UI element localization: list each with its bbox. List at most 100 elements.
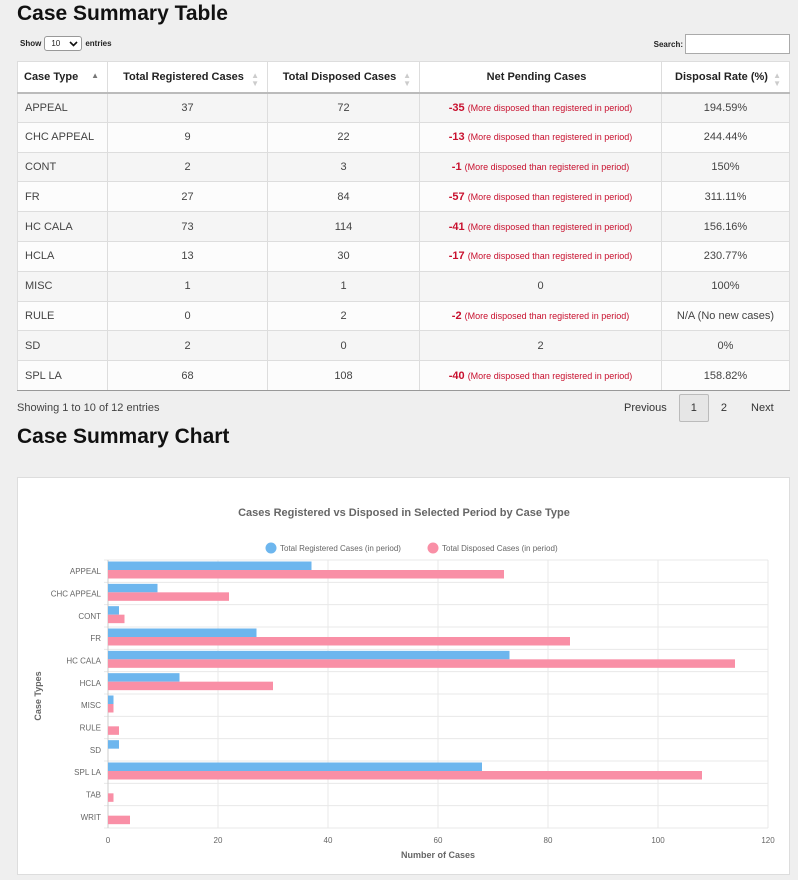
column-header-case-type[interactable]: Case Type ▲ bbox=[17, 61, 108, 94]
entries-select[interactable]: 10 bbox=[44, 36, 83, 51]
table-row: MISC 1 1 0 100% bbox=[17, 270, 790, 302]
cell-disposed: 30 bbox=[267, 240, 420, 272]
y-tick-label: CHC APPEAL bbox=[51, 590, 102, 599]
pagination-next[interactable]: Next bbox=[751, 402, 774, 414]
bar-registered-sd[interactable] bbox=[108, 740, 119, 749]
cell-registered: 27 bbox=[107, 181, 268, 213]
bar-disposed-appeal[interactable] bbox=[108, 570, 504, 579]
cell-case-type: SD bbox=[17, 330, 108, 362]
cell-pending: 0 bbox=[419, 270, 662, 302]
bar-registered-spl-la[interactable] bbox=[108, 762, 482, 772]
search-label: Search: bbox=[653, 39, 683, 49]
pending-note: (More disposed than registered in period… bbox=[464, 161, 630, 172]
y-axis-title: Case Types bbox=[33, 671, 43, 720]
bar-disposed-writ[interactable] bbox=[108, 815, 130, 825]
search-box: Search: bbox=[654, 34, 790, 54]
table-row: SPL LA 68 108 -40 (More disposed than re… bbox=[17, 360, 790, 391]
bar-registered-hc-cala[interactable] bbox=[108, 650, 510, 660]
y-tick-label: SD bbox=[90, 746, 101, 755]
x-tick-label: 20 bbox=[214, 836, 223, 845]
column-header-label: Total Registered Cases bbox=[123, 70, 244, 83]
bar-registered-hcla[interactable] bbox=[108, 673, 180, 682]
cell-case-type: RULE bbox=[17, 300, 108, 332]
sort-icon: ▲ ▼ bbox=[773, 71, 781, 88]
bar-registered-appeal[interactable] bbox=[108, 561, 312, 571]
bar-disposed-cont[interactable] bbox=[108, 614, 125, 624]
cell-case-type: MISC bbox=[17, 270, 108, 302]
cell-rate: 156.16% bbox=[661, 211, 790, 242]
cell-registered: 68 bbox=[107, 360, 268, 391]
pending-value: -35 bbox=[448, 101, 465, 114]
pagination: Previous 1 2 Next bbox=[612, 394, 786, 422]
chart-grid bbox=[104, 559, 769, 829]
cell-rate: 244.44% bbox=[661, 121, 790, 153]
cell-pending: -57 (More disposed than registered in pe… bbox=[419, 181, 662, 213]
cell-disposed: 114 bbox=[267, 211, 420, 242]
pagination-page-1[interactable]: 1 bbox=[678, 394, 709, 422]
y-tick-label: RULE bbox=[80, 724, 101, 733]
legend-swatch-disposed[interactable] bbox=[427, 542, 439, 554]
cell-case-type: HC CALA bbox=[17, 211, 108, 242]
case-summary-table: Case Type ▲ Total Registered Cases ▲ ▼ Tota… bbox=[17, 61, 790, 391]
bar-disposed-fr[interactable] bbox=[108, 637, 570, 646]
show-label: Show bbox=[20, 39, 42, 48]
x-tick-label: 100 bbox=[651, 836, 665, 845]
x-tick-label: 120 bbox=[761, 836, 775, 845]
cell-disposed: 72 bbox=[267, 92, 420, 123]
table-info: Showing 1 to 10 of 12 entries bbox=[17, 402, 160, 414]
pagination-page-2[interactable]: 2 bbox=[720, 402, 728, 414]
cell-pending: -17 (More disposed than registered in pe… bbox=[419, 240, 662, 272]
entries-length: Show 10 entries bbox=[20, 36, 112, 51]
column-header-label: Net Pending Cases bbox=[486, 70, 587, 83]
chart-container: Cases Registered vs Disposed in Selected… bbox=[17, 477, 790, 875]
table-row: SD 2 0 2 0% bbox=[17, 330, 790, 362]
legend-swatch-registered[interactable] bbox=[265, 542, 277, 554]
cell-registered: 37 bbox=[107, 92, 268, 123]
cell-case-type: FR bbox=[17, 181, 108, 213]
bar-disposed-tab[interactable] bbox=[108, 793, 114, 802]
chart-section-title: Case Summary Chart bbox=[17, 425, 230, 448]
column-header-registered[interactable]: Total Registered Cases ▲ ▼ bbox=[107, 61, 268, 94]
cell-case-type: CONT bbox=[17, 151, 108, 183]
cell-case-type: HCLA bbox=[17, 240, 108, 272]
bar-disposed-hcla[interactable] bbox=[108, 681, 273, 691]
bar-registered-fr[interactable] bbox=[108, 628, 257, 638]
chart-legend: Total Registered Cases (in period) Total… bbox=[265, 542, 558, 554]
column-header-disposed[interactable]: Total Disposed Cases ▲ ▼ bbox=[267, 61, 420, 94]
cell-rate: 158.82% bbox=[661, 360, 790, 391]
chart-bars bbox=[108, 561, 735, 825]
y-tick-label: TAB bbox=[86, 791, 101, 800]
column-header-rate[interactable]: Disposal Rate (%) ▲ ▼ bbox=[661, 61, 790, 94]
legend-label-disposed: Total Disposed Cases (in period) bbox=[442, 544, 558, 553]
pagination-previous[interactable]: Previous bbox=[624, 402, 667, 414]
column-header-pending[interactable]: Net Pending Cases bbox=[419, 61, 662, 94]
column-header-label: Case Type bbox=[24, 70, 79, 83]
bar-disposed-misc[interactable] bbox=[108, 704, 114, 713]
chevron-down-icon bbox=[69, 40, 78, 47]
bar-disposed-hc-cala[interactable] bbox=[108, 659, 735, 668]
bar-registered-chc-appeal[interactable] bbox=[108, 583, 158, 593]
y-tick-label: CONT bbox=[78, 612, 101, 621]
pending-value: -41 bbox=[448, 220, 465, 233]
bar-disposed-chc-appeal[interactable] bbox=[108, 592, 229, 601]
cell-case-type: CHC APPEAL bbox=[17, 121, 108, 153]
bar-registered-misc[interactable] bbox=[108, 695, 114, 705]
cell-registered: 0 bbox=[107, 300, 268, 332]
table-row: RULE 0 2 -2 (More disposed than register… bbox=[17, 300, 790, 332]
cell-rate: 0% bbox=[661, 330, 790, 362]
bar-disposed-spl-la[interactable] bbox=[108, 771, 702, 780]
search-input[interactable] bbox=[685, 34, 790, 54]
cell-pending: 2 bbox=[419, 330, 662, 362]
pending-note: (More disposed than registered in period… bbox=[467, 132, 633, 143]
pending-note: (More disposed than registered in period… bbox=[467, 251, 633, 262]
cell-rate: 150% bbox=[661, 151, 790, 183]
legend-label-registered: Total Registered Cases (in period) bbox=[280, 544, 401, 553]
pending-note: (More disposed than registered in period… bbox=[467, 370, 633, 381]
cell-pending: -13 (More disposed than registered in pe… bbox=[419, 121, 662, 153]
bar-disposed-rule[interactable] bbox=[108, 726, 119, 735]
y-tick-label: MISC bbox=[81, 701, 101, 710]
bar-registered-cont[interactable] bbox=[108, 606, 119, 615]
pending-value: -17 bbox=[448, 250, 465, 263]
table-row: HCLA 13 30 -17 (More disposed than regis… bbox=[17, 240, 790, 272]
chart-title: Cases Registered vs Disposed in Selected… bbox=[238, 507, 570, 519]
